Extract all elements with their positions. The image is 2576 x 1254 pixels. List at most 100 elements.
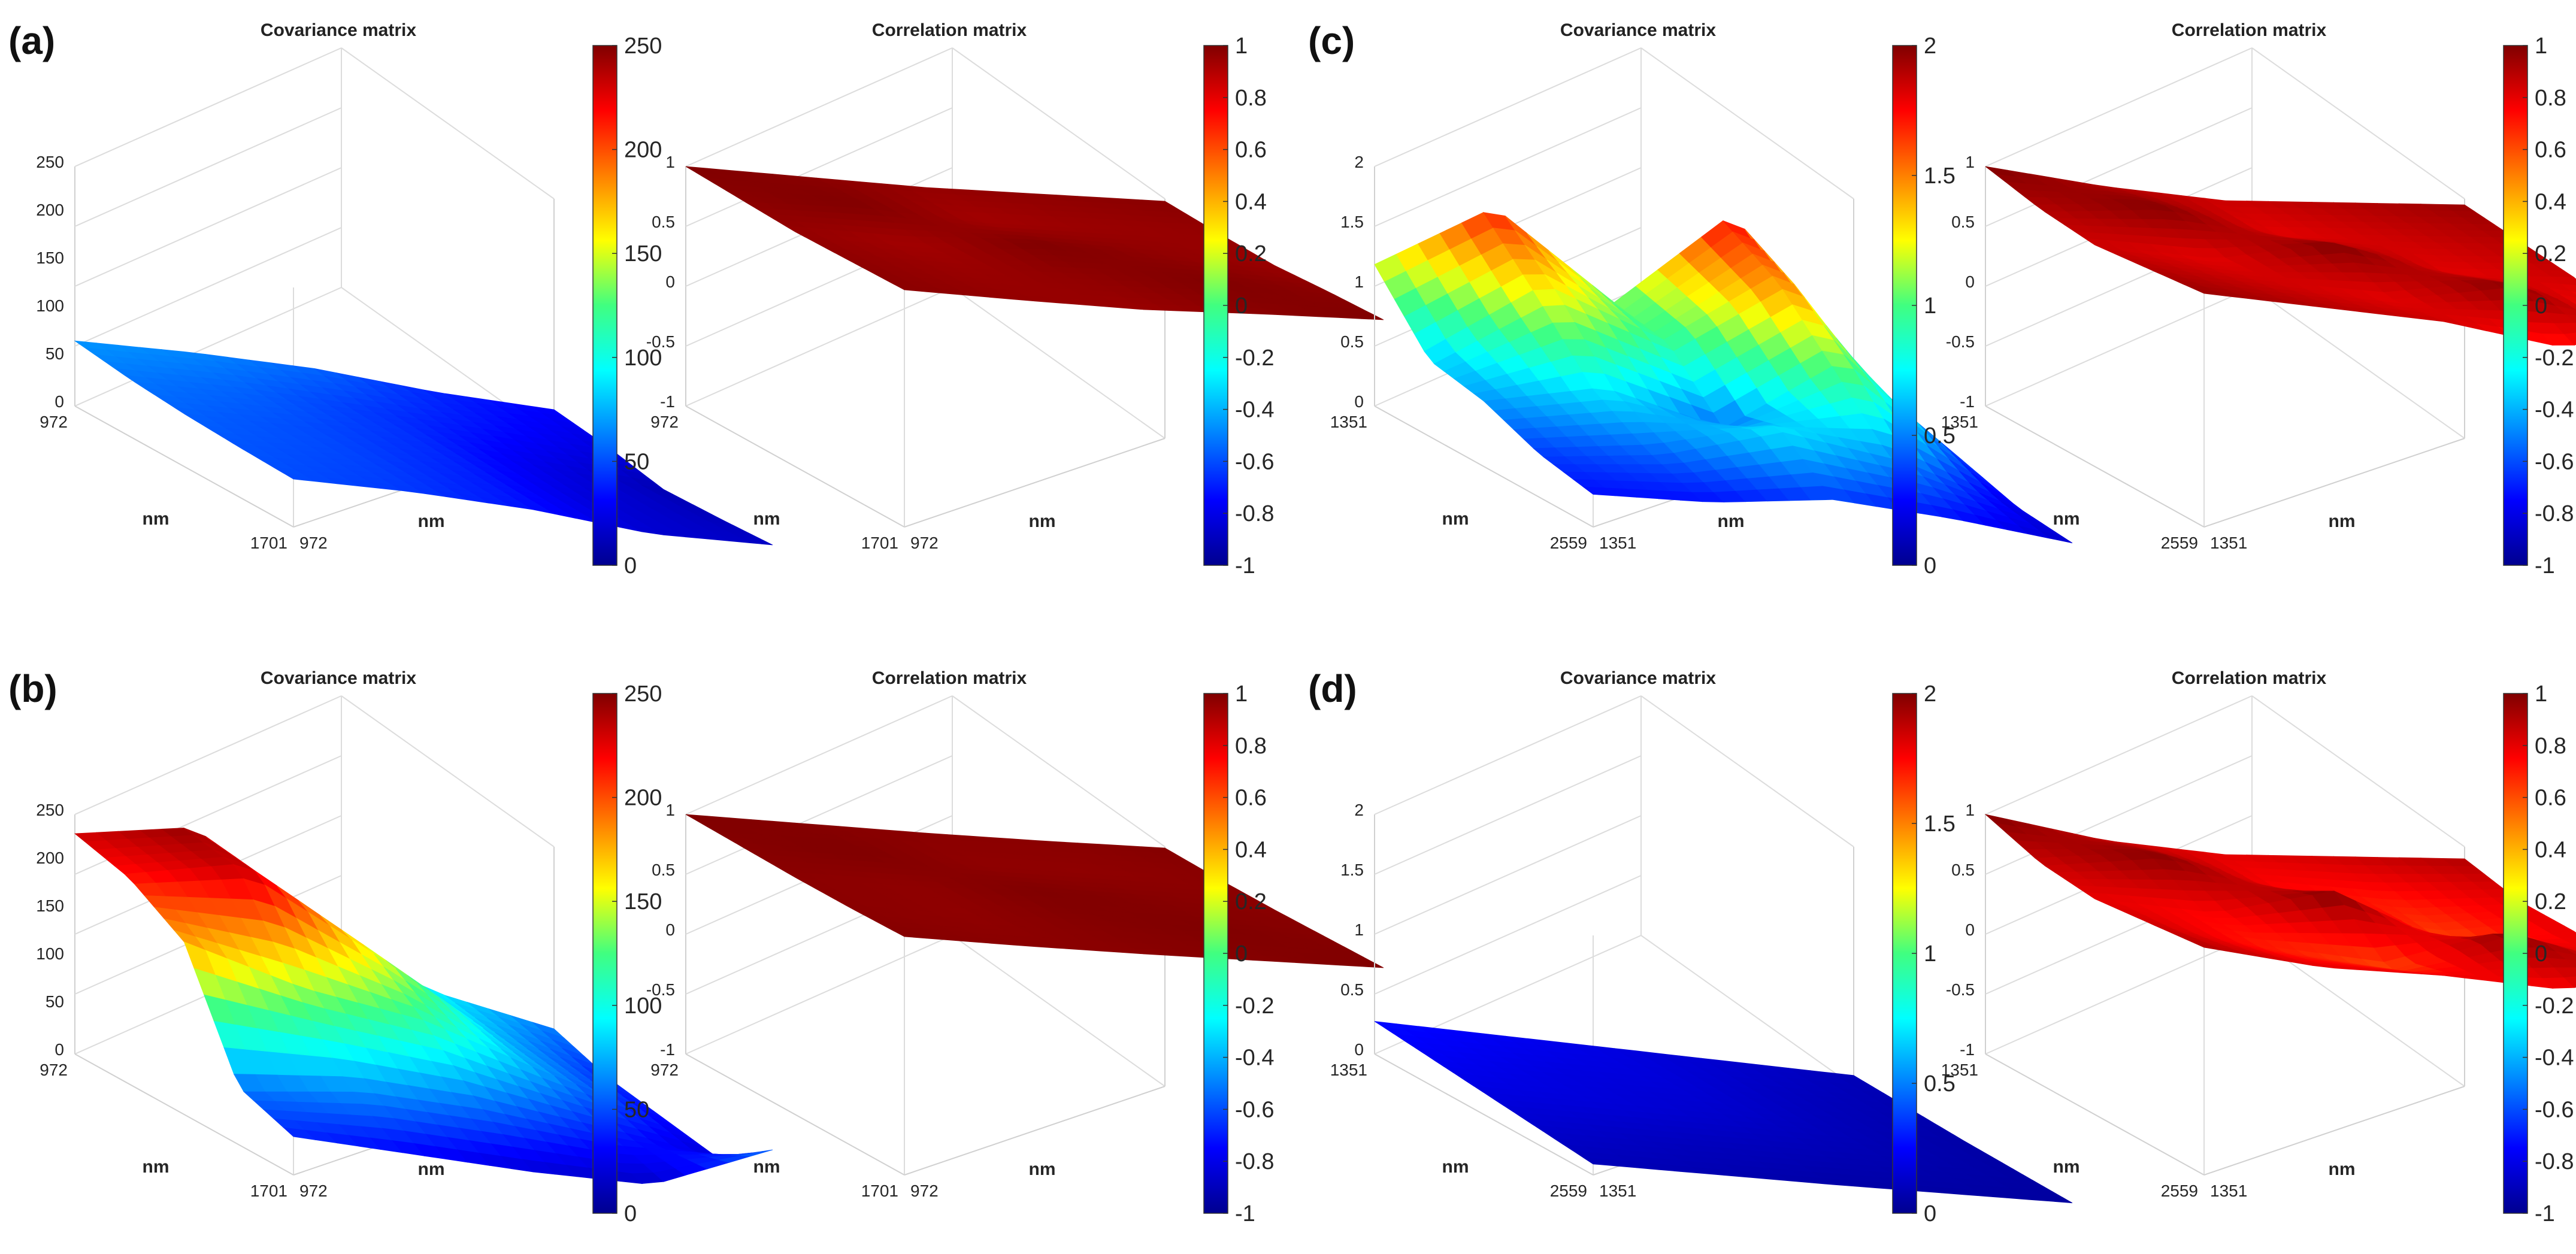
z-tick: -1: [1960, 392, 1975, 411]
x-tick-end: 1701: [250, 534, 287, 552]
y-axis-label: nm: [418, 511, 445, 531]
colorbar-tick: 0.8: [2535, 86, 2566, 111]
surface-patch: [2560, 294, 2576, 302]
surface-patch: [2569, 300, 2576, 305]
x-axis-label: nm: [753, 1157, 780, 1177]
x-axis-label: nm: [1442, 1157, 1469, 1177]
colorbar: 250 200 150 100 50 0: [592, 681, 662, 1226]
z-tick: -0.5: [1946, 332, 1975, 351]
z-tick: 50: [46, 992, 64, 1011]
colorbar-tick: 0.6: [2535, 138, 2566, 163]
z-tick: 150: [36, 896, 64, 915]
y-tick-start: 1351: [1599, 1182, 1636, 1200]
y-tick-start: 1351: [1599, 534, 1636, 552]
z-tick: 150: [36, 249, 64, 267]
y-tick-start: 972: [299, 1182, 328, 1200]
z-tick: 0.5: [652, 213, 675, 231]
surface: [1985, 166, 2576, 346]
surface-patch: [740, 537, 773, 546]
surface-patch: [2546, 943, 2576, 956]
z-tick: 100: [36, 296, 64, 315]
colorbar-tick: -0.2: [1235, 346, 1274, 371]
surface-patch: [2556, 305, 2576, 316]
colorbar-tick: -0.4: [1235, 1046, 1274, 1071]
surface: [74, 340, 773, 546]
colorbar-tick: -0.6: [1235, 1097, 1274, 1122]
y-axis-label: nm: [418, 1159, 445, 1179]
colorbar: 250 200 150 100 50 0: [592, 34, 662, 578]
colorbar-tick: -0.8: [2535, 501, 2574, 526]
colorbar-tick: 0: [1235, 941, 1248, 967]
covariance-plot: Covariance matrix 2 1.5 1 0.5 0 1351 2559 1351 nm…: [1330, 668, 2073, 1226]
colorbar-tick: 0.2: [1235, 889, 1267, 914]
x-axis-label: nm: [143, 509, 169, 529]
z-tick: 1: [1965, 801, 1975, 819]
colorbar-tick: 1: [1235, 34, 1248, 59]
y-tick-start: 972: [910, 534, 939, 552]
x-tick-end: 2559: [2161, 1182, 2198, 1200]
y-tick-start: 1351: [2210, 534, 2247, 552]
colorbar-tick: 0.2: [2535, 889, 2566, 914]
z-tick: 0.5: [1951, 213, 1975, 231]
colorbar-tick: 0.4: [1235, 189, 1267, 214]
z-tick: 0.5: [652, 861, 675, 879]
colorbar-tick: 0.8: [1235, 734, 1267, 759]
colorbar-tick: 0.4: [2535, 837, 2566, 862]
surface-patch: [2551, 931, 2576, 940]
colorbar: 1 0.8 0.6 0.4 0.2 0 -0.2 -0.4 -0.6 -0.8 -1: [2503, 681, 2574, 1226]
surface-patch: [2572, 291, 2576, 295]
z-tick: 0: [1965, 272, 1975, 291]
colorbar: 2 1.5 1 0.5 0: [1892, 681, 1956, 1226]
z-tick: 0: [665, 920, 675, 939]
x-tick-end: 2559: [2161, 534, 2198, 552]
plot-title: Covariance matrix: [261, 20, 416, 40]
surface-patch: [2558, 299, 2576, 308]
colorbar: 2 1.5 1 0.5 0: [1892, 34, 1956, 578]
surface-patch: [2568, 949, 2576, 955]
surface-patch: [2554, 323, 2576, 335]
colorbar-tick: 1: [1924, 293, 1936, 319]
x-axis-label: nm: [2053, 1157, 2080, 1177]
x-axis-label: nm: [143, 1157, 169, 1177]
colorbar-tick: -0.2: [2535, 346, 2574, 371]
z-tick: -1: [1960, 1040, 1975, 1059]
colorbar-tick: -1: [1235, 553, 1255, 578]
x-tick-start: 972: [40, 1061, 68, 1079]
x-tick-start: 972: [40, 413, 68, 431]
y-tick-start: 972: [910, 1182, 939, 1200]
x-tick-start: 1351: [1330, 1061, 1367, 1079]
colorbar-tick: -0.6: [2535, 1097, 2574, 1122]
colorbar-tick: -0.6: [2535, 449, 2574, 474]
plot-title: Correlation matrix: [872, 20, 1027, 40]
colorbar-tick: 0: [1924, 1201, 1936, 1226]
colorbar-gradient: [592, 693, 617, 1214]
y-axis-label: nm: [1029, 511, 1056, 531]
z-tick: 0: [55, 1040, 64, 1059]
surface-patch: [2565, 959, 2576, 968]
correlation-plot: Correlation matrix 1 0.5 0 -0.5 -1 972 1701 972 n…: [646, 20, 1384, 578]
axes-box: [1985, 695, 2465, 1176]
z-tick: 0: [1965, 920, 1975, 939]
z-tick: 50: [46, 344, 64, 363]
colorbar-tick: -0.8: [1235, 501, 1274, 526]
colorbar-tick: 0: [2535, 293, 2547, 319]
colorbar-tick: 100: [624, 993, 662, 1019]
z-tick: 0: [55, 392, 64, 411]
panel-label: (d): [1308, 667, 1357, 710]
x-tick-end: 2559: [1550, 1182, 1587, 1200]
colorbar-tick: -0.8: [2535, 1149, 2574, 1174]
z-tick: 0.5: [1340, 980, 1364, 999]
colorbar-tick: 250: [624, 681, 662, 707]
surface-patch: [2562, 938, 2576, 944]
z-tick: -0.5: [646, 980, 675, 999]
axes-box: [685, 47, 1166, 528]
colorbar-tick: 1: [1235, 681, 1248, 707]
z-tick: 2: [1354, 153, 1364, 171]
z-tick: -0.5: [646, 332, 675, 351]
colorbar-tick: 200: [624, 138, 662, 163]
colorbar-tick: -1: [2535, 553, 2555, 578]
panel-label: (b): [8, 667, 57, 710]
plot-title: Correlation matrix: [872, 668, 1027, 688]
z-tick: 1: [1354, 920, 1364, 939]
